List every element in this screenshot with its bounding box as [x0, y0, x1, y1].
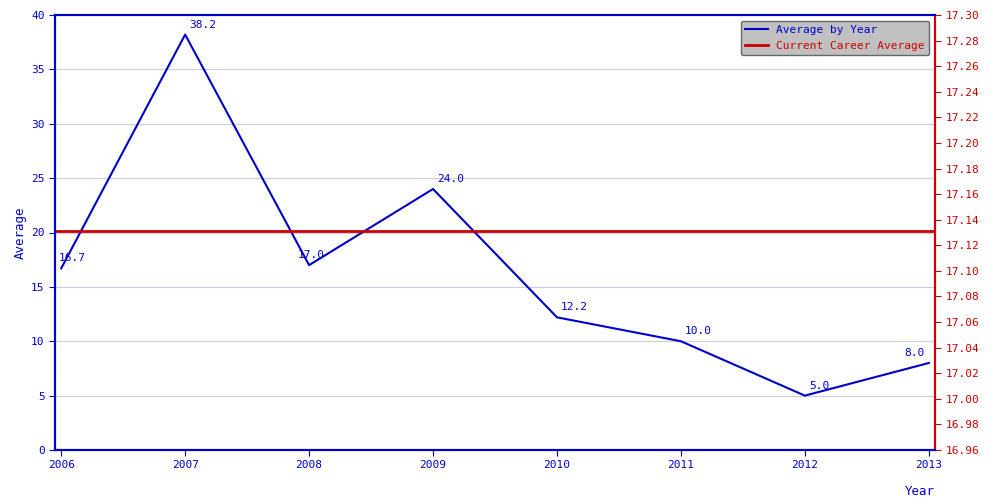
- Line: Average by Year: Average by Year: [61, 34, 929, 396]
- Text: 10.0: 10.0: [685, 326, 712, 336]
- Text: 16.7: 16.7: [58, 254, 85, 264]
- Text: 38.2: 38.2: [189, 20, 216, 30]
- Average by Year: [923, 360, 935, 366]
- Text: Year: Year: [905, 485, 935, 498]
- Legend: Average by Year, Current Career Average: Average by Year, Current Career Average: [741, 20, 929, 55]
- Average by Year: [303, 262, 315, 268]
- Average by Year: [675, 338, 687, 344]
- Average by Year: [427, 186, 439, 192]
- Average by Year: [179, 32, 191, 38]
- Average by Year: [799, 392, 811, 398]
- Text: 24.0: 24.0: [437, 174, 464, 184]
- Average by Year: [55, 266, 67, 272]
- Average by Year: [551, 314, 563, 320]
- Text: 12.2: 12.2: [561, 302, 588, 312]
- Y-axis label: Average: Average: [14, 206, 27, 259]
- Text: 17.0: 17.0: [298, 250, 325, 260]
- Text: 8.0: 8.0: [904, 348, 924, 358]
- Text: 5.0: 5.0: [809, 380, 829, 390]
